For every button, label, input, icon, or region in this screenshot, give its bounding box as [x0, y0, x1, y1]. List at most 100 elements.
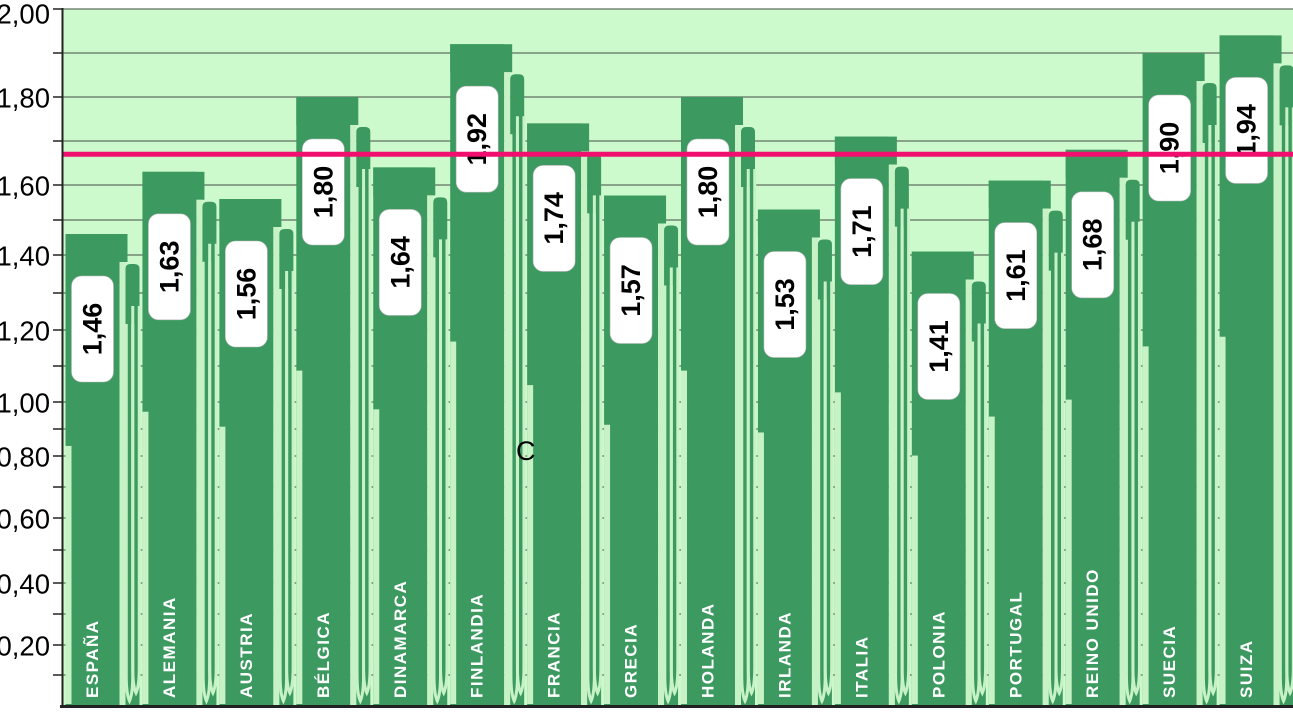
bar-stripe: [735, 125, 741, 705]
blade-decoration-icon: [208, 243, 218, 697]
bar-stripe: [504, 72, 511, 705]
bar-notch: [373, 409, 380, 704]
bar-notch: [988, 416, 995, 704]
category-label: SUIZA: [1237, 640, 1256, 699]
bar-group-irlanda: IRLANDA: [757, 209, 834, 705]
value-label-box: [302, 138, 345, 246]
blade-decoration-icon: [285, 271, 295, 697]
category-label: DINAMARCA: [391, 580, 410, 698]
bar-stripe: [1042, 208, 1049, 705]
value-label-group: 1,92: [455, 85, 499, 193]
bar-cap: [450, 44, 513, 73]
blade-decoration-icon: [669, 267, 680, 697]
bar-stripe: [811, 237, 818, 705]
value-label-group: 1,41: [917, 293, 961, 400]
category-label: FINLANDIA: [468, 593, 487, 698]
value-label-box: [686, 138, 730, 246]
bar-cap: [296, 97, 359, 125]
bar-notch: [1065, 399, 1072, 704]
blade-decoration-icon: [515, 116, 526, 697]
value-label-box: [148, 213, 191, 321]
value-label-box: [1071, 191, 1114, 299]
category-label: IRLANDA: [775, 611, 794, 698]
blade-decoration-icon: [746, 169, 757, 697]
value-label-group: 1,80: [686, 138, 730, 246]
bar-cap: [65, 234, 128, 262]
bar-cap: [757, 209, 820, 238]
value-label-group: 1,56: [225, 240, 268, 348]
value-label-box: [71, 275, 114, 383]
value-labels: 1,46 1,63 1,56 1,80 1,64 1,92 1,74 1,57 1,80 1,53…: [71, 77, 1268, 400]
value-label-box: [378, 209, 422, 316]
y-tick-label: 0,20: [0, 631, 50, 662]
value-label: 1,92: [462, 113, 492, 166]
bar-notch: [911, 455, 918, 704]
value-label: 1,63: [154, 241, 184, 294]
blade-decoration-icon: [439, 239, 449, 697]
category-label: ALEMANIA: [160, 596, 179, 698]
value-label: 1,94: [1232, 104, 1262, 157]
bar-cap: [219, 199, 282, 227]
value-label-box: [917, 293, 961, 400]
bar-notch: [65, 445, 72, 704]
bar-cap: [142, 171, 205, 200]
bar-stripe: [1196, 81, 1203, 705]
bar-stripe: [965, 279, 972, 705]
category-label: ESPAÑA: [82, 619, 102, 698]
bar-notch: [681, 370, 687, 704]
value-label-box: [1148, 94, 1191, 202]
category-label: HOLANDA: [699, 603, 718, 699]
bar-notch: [296, 370, 303, 704]
bar-cap: [604, 195, 667, 224]
value-label: 1,53: [770, 278, 800, 331]
value-label: 1,68: [1078, 219, 1108, 272]
category-label: PORTUGAL: [1006, 591, 1025, 698]
bar-stripe: [888, 164, 895, 706]
value-label-group: 1,46: [71, 275, 114, 383]
blade-decoration-icon: [131, 306, 141, 697]
value-label-group: 1,74: [532, 165, 576, 272]
bar-stripe: [350, 125, 357, 705]
value-label: 1,46: [78, 303, 108, 356]
value-label-box: [840, 178, 884, 285]
value-label: 1,57: [616, 264, 646, 317]
value-label-group: 1,80: [302, 138, 345, 246]
bar-cap: [1142, 53, 1205, 81]
bar-cap: [373, 167, 436, 196]
value-label: 1,90: [1155, 122, 1185, 175]
blade-decoration-icon: [977, 323, 988, 697]
value-label: 1,71: [847, 205, 877, 258]
value-label: 1,56: [231, 268, 261, 321]
category-label: FRANCIA: [545, 611, 564, 698]
y-tick-label: 1,00: [0, 388, 50, 419]
bar-cap: [681, 97, 743, 125]
y-tick-label: 0,80: [0, 442, 50, 473]
bar-notch: [604, 424, 611, 704]
value-label-box: [994, 222, 1038, 329]
bar-notch: [450, 341, 457, 704]
value-label: 1,80: [693, 166, 723, 219]
bar-notch: [757, 432, 764, 704]
bar-cap: [988, 180, 1051, 209]
bar-cap: [1219, 35, 1282, 64]
blade-decoration-icon: [1285, 107, 1293, 697]
bar-stripe: [658, 223, 665, 705]
value-label-group: 1,68: [1071, 191, 1114, 299]
bar-stripe: [1273, 63, 1280, 705]
bar-stripe: [1119, 177, 1126, 706]
category-label: SUECIA: [1160, 625, 1179, 698]
category-label: REINO UNIDO: [1083, 568, 1102, 698]
bar-cap: [834, 136, 897, 165]
category-label: BÉLGICA: [314, 611, 333, 698]
bar-notch: [527, 385, 534, 704]
bar-stripe: [196, 199, 203, 706]
blade-decoration-icon: [823, 281, 834, 697]
value-label-box: [225, 240, 268, 348]
stray-character-artifact: C: [516, 436, 536, 466]
blade-decoration-icon: [1054, 252, 1064, 697]
bar-cap: [527, 123, 590, 152]
value-label-box: [763, 251, 807, 358]
